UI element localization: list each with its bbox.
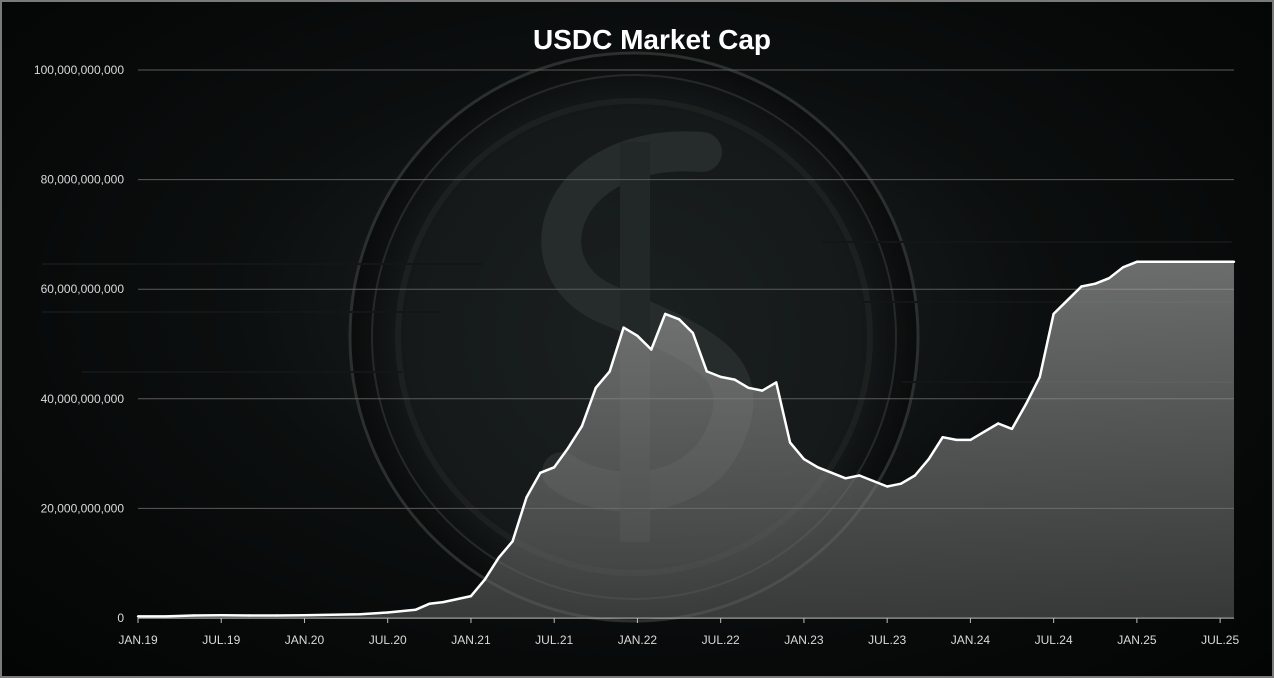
data-point <box>844 477 847 480</box>
data-point <box>899 482 903 485</box>
data-point <box>761 389 764 392</box>
data-point <box>816 466 819 469</box>
y-tick-label: 20,000,000,000 <box>41 501 125 515</box>
data-point <box>1135 260 1139 263</box>
data-point <box>580 425 584 428</box>
x-tick-label: JUL.19 <box>202 633 240 647</box>
market-cap-area <box>138 261 1234 618</box>
data-point <box>1177 260 1180 263</box>
data-point <box>969 438 972 442</box>
y-tick-label: 100,000,000,000 <box>34 63 124 77</box>
data-point <box>1191 260 1194 263</box>
data-point <box>955 438 958 442</box>
data-point <box>483 578 486 581</box>
data-point <box>1149 260 1153 263</box>
data-point <box>539 471 542 474</box>
data-point <box>247 614 251 617</box>
y-tick-label: 60,000,000,000 <box>41 282 125 296</box>
y-tick-label: 0 <box>117 611 124 625</box>
x-tick-label: JAN.19 <box>118 633 158 647</box>
x-tick-label: JAN.20 <box>285 633 325 647</box>
x-tick-label: JUL.20 <box>369 633 407 647</box>
data-point <box>1066 299 1069 302</box>
data-point <box>941 436 944 439</box>
data-point <box>1121 266 1125 269</box>
data-point <box>872 479 875 483</box>
data-point <box>913 474 917 477</box>
data-point <box>303 614 306 617</box>
data-point <box>858 474 861 477</box>
y-axis: 0 20,000,000,000 40,000,000,000 60,000,000,… <box>34 63 124 625</box>
y-tick-label: 80,000,000,000 <box>41 173 125 187</box>
data-point <box>705 370 708 373</box>
data-point <box>497 556 500 559</box>
data-point <box>997 422 1000 425</box>
data-point <box>622 326 625 329</box>
data-point <box>525 496 528 499</box>
data-point <box>788 441 792 444</box>
data-point <box>1094 282 1097 285</box>
data-point <box>691 331 695 335</box>
x-tick-label: JAN.25 <box>1117 633 1157 647</box>
x-tick-label: JUL.23 <box>868 633 906 647</box>
x-axis: JAN.19 JUL.19 JAN.20 JUL.20 JAN.21 JUL.21 JAN.… <box>118 618 1239 647</box>
data-point <box>442 600 445 604</box>
y-tick-label: 40,000,000,000 <box>41 392 125 406</box>
data-point <box>775 381 778 384</box>
x-tick-label: JAN.22 <box>618 633 658 647</box>
data-point <box>664 312 667 316</box>
data-point <box>553 466 556 469</box>
data-point <box>719 375 722 379</box>
data-point <box>136 615 140 618</box>
data-point <box>1218 260 1222 263</box>
data-point <box>358 613 362 616</box>
data-point <box>469 594 473 598</box>
data-point <box>830 471 833 474</box>
data-point <box>1163 260 1166 263</box>
x-tick-label: JAN.24 <box>951 633 991 647</box>
data-point <box>594 386 597 389</box>
data-points <box>136 260 1236 618</box>
data-point <box>164 615 167 618</box>
data-point <box>386 611 389 614</box>
data-point <box>1038 375 1042 379</box>
data-point <box>1232 260 1236 263</box>
data-point <box>1052 312 1055 316</box>
data-point <box>414 608 417 611</box>
data-point <box>220 614 223 617</box>
data-point <box>428 602 431 605</box>
data-point <box>650 348 653 351</box>
x-tick-label: JUL.25 <box>1201 633 1239 647</box>
data-point <box>1107 277 1111 280</box>
data-point <box>511 540 514 543</box>
x-tick-label: JUL.21 <box>535 633 573 647</box>
chart-title: USDC Market Cap <box>533 24 771 55</box>
data-point <box>677 318 681 321</box>
x-tick-label: JAN.23 <box>784 633 824 647</box>
data-point <box>192 614 195 617</box>
x-tick-label: JAN.21 <box>451 633 491 647</box>
data-point <box>886 485 889 488</box>
data-point <box>1080 285 1083 288</box>
data-point <box>566 446 570 450</box>
data-point <box>983 430 986 433</box>
data-point <box>1205 260 1208 263</box>
data-point <box>747 386 750 389</box>
x-tick-label: JUL.22 <box>702 633 740 647</box>
data-point <box>802 457 806 461</box>
data-point <box>1010 427 1014 431</box>
data-point <box>636 334 639 337</box>
data-point <box>733 378 736 381</box>
data-point <box>608 370 611 373</box>
data-point <box>927 457 930 461</box>
data-point <box>331 613 334 616</box>
x-tick-label: JUL.24 <box>1035 633 1073 647</box>
data-point <box>275 614 278 617</box>
data-point <box>1024 403 1028 406</box>
